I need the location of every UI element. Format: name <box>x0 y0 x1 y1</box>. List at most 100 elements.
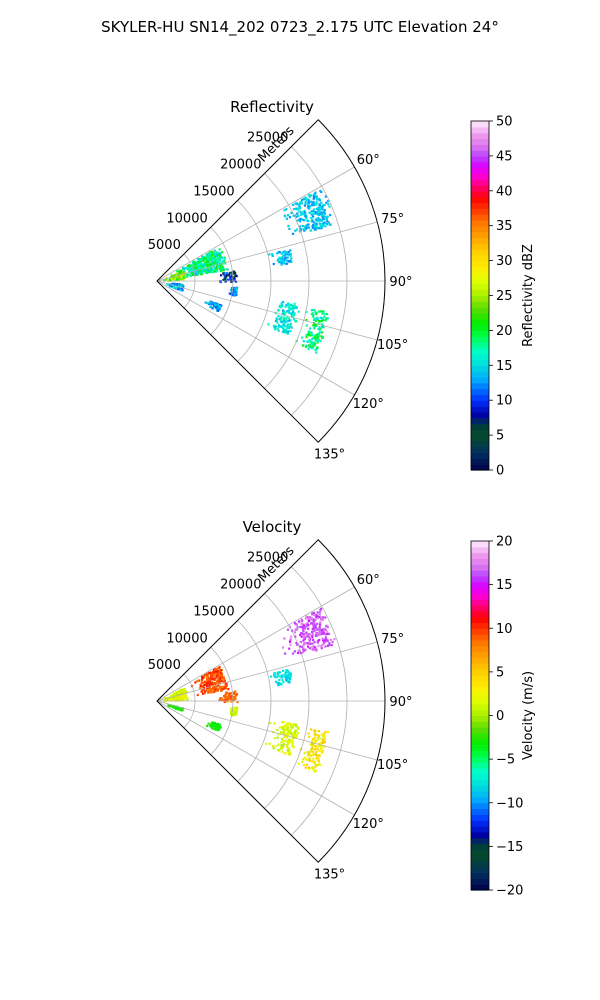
echo-gate <box>294 214 297 217</box>
colorbar-segment <box>471 703 489 711</box>
echo-gate <box>300 618 303 621</box>
echo-gate <box>302 758 305 761</box>
echo-gate <box>201 266 204 269</box>
echo-gate <box>286 310 289 313</box>
echo-gate <box>224 684 227 687</box>
echo-gate <box>280 263 283 266</box>
echo-gate <box>315 750 318 754</box>
echo-gate <box>313 752 316 756</box>
echo-gate <box>322 215 325 218</box>
echo-gate <box>276 252 279 255</box>
echo-gate <box>293 622 297 625</box>
echo-gate <box>313 646 316 649</box>
echo-gate <box>299 201 302 204</box>
echo-gate <box>285 729 288 732</box>
echo-gate <box>207 722 210 725</box>
echo-gate <box>218 258 221 262</box>
echo-gate <box>323 209 326 212</box>
echo-gate <box>272 324 276 327</box>
echo-gate <box>191 267 194 270</box>
echo-gate <box>314 211 317 214</box>
echo-gate <box>192 260 195 263</box>
range-tick-label: 15000 <box>193 184 234 199</box>
echo-gate <box>232 698 236 701</box>
echo-region <box>265 720 300 756</box>
echo-gate <box>289 677 292 681</box>
echo-gate <box>312 642 315 645</box>
colorbar-tick-label: −5 <box>496 753 515 768</box>
echo-gate <box>200 258 203 261</box>
echo-gate <box>210 254 213 257</box>
echo-gate <box>172 286 175 289</box>
echo-gate <box>306 750 309 754</box>
echo-gate <box>209 253 212 256</box>
echo-gate <box>315 623 318 626</box>
echo-gate <box>293 631 297 634</box>
echo-gate <box>226 695 229 698</box>
echo-gate <box>207 686 210 689</box>
echo-gate <box>284 752 287 755</box>
echo-gate <box>320 647 323 650</box>
echo-gate <box>274 328 277 331</box>
echo-gate <box>280 318 283 321</box>
echo-gate <box>214 726 217 729</box>
echo-gate <box>312 745 315 748</box>
echo-gate <box>310 646 313 649</box>
colorbar-segment <box>471 248 489 256</box>
echo-gate <box>320 617 323 620</box>
echo-gate <box>308 195 311 198</box>
echo-gate <box>283 319 286 322</box>
echo-gate <box>290 326 293 329</box>
echo-gate <box>288 681 291 684</box>
echo-gate <box>289 312 292 315</box>
echo-gate <box>287 309 291 312</box>
echo-gate <box>311 226 314 229</box>
echo-gate <box>316 226 319 229</box>
echo-gate <box>298 218 301 222</box>
echo-gate <box>315 207 319 210</box>
echo-gate <box>277 684 280 687</box>
echo-gate <box>275 319 278 322</box>
echo-gate <box>172 697 175 700</box>
echo-gate <box>309 340 312 343</box>
echo-gate <box>280 302 283 305</box>
echo-gate <box>302 648 305 651</box>
echo-gate <box>222 272 225 275</box>
echo-gate <box>283 250 286 253</box>
echo-gate <box>198 259 201 262</box>
echo-gate <box>320 219 324 222</box>
echo-gate <box>318 639 321 642</box>
echo-gate <box>285 330 288 333</box>
echo-gate <box>178 269 181 272</box>
colorbar-segment <box>471 307 489 314</box>
echo-gate <box>305 336 308 339</box>
echo-gate <box>164 697 167 700</box>
echo-gate <box>292 208 296 211</box>
echo-gate <box>313 732 317 735</box>
echo-gate <box>170 697 173 700</box>
echo-gate <box>308 345 311 348</box>
echo-gate <box>321 212 324 215</box>
echo-gate <box>294 723 297 726</box>
colorbar-segment <box>471 785 489 792</box>
echo-gate <box>224 686 227 689</box>
echo-gate <box>324 730 327 733</box>
colorbar-segment <box>471 541 489 548</box>
echo-gate <box>201 692 205 695</box>
echo-gate <box>186 275 189 278</box>
echo-gate <box>318 326 321 329</box>
echo-gate <box>294 635 297 638</box>
echo-gate <box>286 680 290 683</box>
echo-gate <box>319 327 322 331</box>
echo-gate <box>291 734 294 738</box>
echo-gate <box>308 334 311 337</box>
echo-gate <box>321 643 324 646</box>
echo-gate <box>176 275 179 278</box>
echo-gate <box>312 210 315 213</box>
echo-gate <box>224 696 227 699</box>
colorbar-tick-label: 50 <box>496 115 513 130</box>
echo-gate <box>277 743 280 746</box>
echo-gate <box>292 746 295 749</box>
echo-gate <box>305 758 308 761</box>
echo-gate <box>285 259 289 262</box>
